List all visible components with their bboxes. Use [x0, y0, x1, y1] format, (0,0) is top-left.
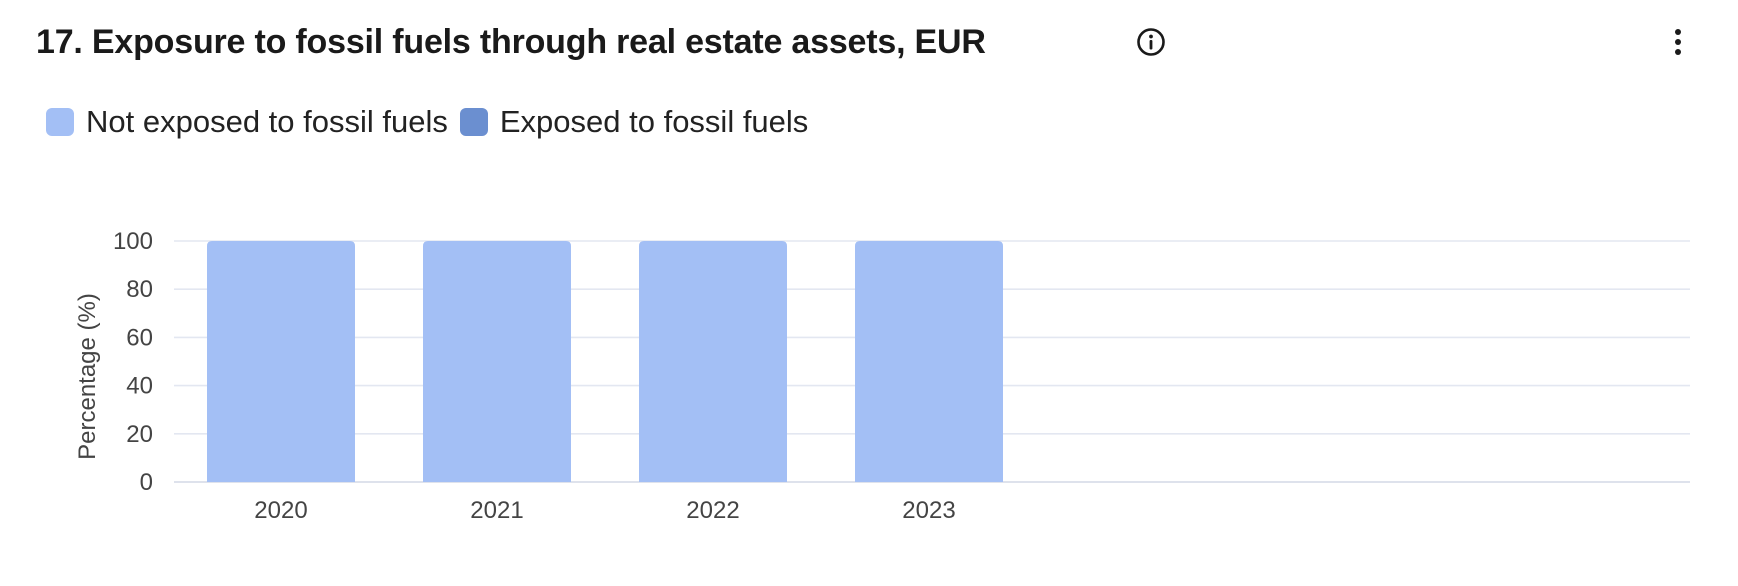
y-tick-label: 60	[126, 324, 153, 351]
legend-label-not-exposed: Not exposed to fossil fuels	[86, 104, 448, 139]
x-tick-label: 2021	[470, 497, 523, 524]
bar-2020-not-exposed	[207, 241, 355, 482]
y-tick-label: 20	[126, 421, 153, 448]
y-tick-label: 80	[126, 276, 153, 303]
info-circle-icon[interactable]	[1135, 26, 1167, 58]
bar-2023-not-exposed	[855, 241, 1003, 482]
y-tick-label: 100	[113, 228, 153, 255]
bar-2021-not-exposed	[423, 241, 571, 482]
legend-item-not-exposed[interactable]: Not exposed to fossil fuels	[46, 104, 448, 140]
chart-title: 17. Exposure to fossil fuels through rea…	[36, 23, 986, 61]
bar-2022-not-exposed	[639, 241, 787, 482]
x-tick-label: 2020	[254, 497, 307, 524]
legend-swatch-exposed	[459, 108, 488, 136]
legend-swatch-not-exposed	[46, 108, 74, 136]
y-axis-title: Percentage (%)	[74, 293, 101, 460]
chart-header: 17. Exposure to fossil fuels through rea…	[36, 18, 1696, 66]
legend-label-exposed: Exposed to fossil fuels	[499, 104, 809, 139]
legend-item-exposed[interactable]: Exposed to fossil fuels	[459, 104, 809, 140]
y-tick-label: 0	[140, 469, 153, 496]
x-tick-label: 2023	[902, 497, 955, 524]
chart-legend: Not exposed to fossil fuels Exposed to f…	[46, 102, 820, 142]
kebab-menu-icon[interactable]	[1666, 24, 1690, 60]
y-tick-label: 40	[126, 373, 153, 400]
x-tick-label: 2022	[686, 497, 739, 524]
